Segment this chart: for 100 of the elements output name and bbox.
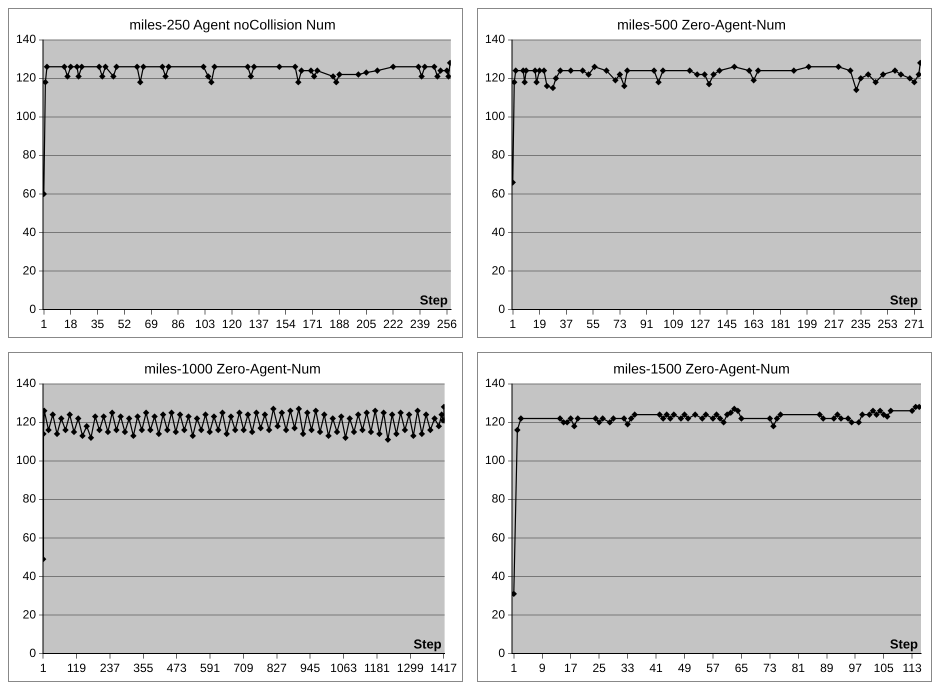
x-tick-label: 120 — [222, 317, 242, 332]
y-tick-label: 100 — [16, 109, 36, 124]
y-tick-label: 40 — [22, 224, 36, 239]
x-tick-label: 55 — [586, 317, 600, 332]
y-tick-label: 0 — [498, 646, 506, 660]
x-tick-label: 52 — [118, 317, 132, 332]
y-tick-label: 0 — [29, 302, 36, 316]
x-tick-label: 127 — [690, 317, 710, 332]
x-tick-label: 1063 — [330, 661, 358, 676]
x-tick-label: 239 — [410, 317, 430, 332]
x-tick-label: 171 — [302, 317, 323, 332]
y-tick-label: 20 — [22, 263, 36, 278]
x-tick-label: 25 — [592, 661, 606, 676]
x-tick-label: 205 — [356, 317, 377, 332]
x-tick-label: 181 — [770, 317, 791, 332]
y-tick-label: 120 — [16, 414, 36, 429]
x-tick-label: 35 — [90, 317, 105, 332]
y-tick-label: 40 — [492, 568, 506, 583]
x-tick-label: 237 — [100, 661, 120, 676]
x-tick-label: 9 — [538, 661, 546, 676]
y-tick-label: 60 — [22, 530, 36, 544]
y-tick-label: 80 — [22, 492, 36, 506]
x-tick-label: 1 — [40, 661, 47, 676]
y-tick-label: 40 — [492, 224, 506, 239]
x-tick-label: 97 — [848, 661, 862, 676]
x-tick-label: 1 — [40, 317, 48, 332]
y-tick-label: 100 — [484, 453, 506, 468]
x-tick-label: 41 — [649, 661, 664, 676]
y-tick-label: 20 — [492, 263, 506, 278]
x-tick-label: 1417 — [430, 661, 458, 676]
y-tick-label: 0 — [29, 646, 36, 660]
x-tick-label: 37 — [560, 317, 574, 332]
y-tick-label: 20 — [492, 607, 506, 622]
x-tick-label: 1 — [509, 317, 516, 332]
y-tick-label: 140 — [484, 32, 506, 46]
x-tick-label: 19 — [532, 317, 547, 332]
y-tick-label: 140 — [484, 376, 506, 390]
x-tick-label: 1181 — [364, 661, 390, 676]
x-tick-label: 235 — [850, 317, 872, 332]
x-tick-label: 253 — [878, 317, 898, 332]
x-tick-label: 222 — [383, 317, 404, 332]
x-tick-label: 103 — [195, 317, 216, 332]
y-tick-label: 80 — [22, 148, 36, 162]
y-tick-label: 20 — [22, 607, 36, 622]
x-tick-label: 119 — [66, 661, 86, 676]
x-tick-label: 89 — [820, 661, 834, 676]
x-tick-label: 591 — [200, 661, 220, 676]
chart-title: miles-500 Zero-Agent-Num — [617, 16, 786, 32]
x-tick-label: 271 — [904, 317, 925, 332]
y-tick-label: 60 — [492, 530, 506, 544]
x-tick-label: 137 — [248, 317, 270, 332]
x-tick-label: 105 — [874, 661, 894, 676]
y-tick-label: 100 — [16, 453, 36, 468]
x-axis-title: Step — [890, 292, 918, 308]
chart-title: miles-250 Agent noCollision Num — [129, 16, 336, 32]
x-tick-label: 86 — [172, 317, 186, 332]
x-tick-label: 65 — [734, 661, 748, 676]
x-tick-label: 199 — [797, 317, 818, 332]
x-tick-label: 73 — [613, 317, 627, 332]
x-tick-label: 827 — [266, 661, 288, 676]
y-tick-label: 120 — [16, 70, 36, 85]
x-axis-title: Step — [420, 292, 448, 308]
x-tick-label: 473 — [166, 661, 187, 676]
y-tick-label: 60 — [22, 186, 36, 200]
x-tick-label: 945 — [300, 661, 320, 676]
x-tick-label: 91 — [640, 317, 654, 332]
x-tick-label: 81 — [792, 661, 806, 676]
x-tick-label: 256 — [436, 317, 458, 332]
y-tick-label: 120 — [484, 414, 506, 429]
y-tick-label: 60 — [492, 186, 506, 200]
x-tick-label: 113 — [902, 661, 922, 676]
x-tick-label: 109 — [663, 317, 684, 332]
x-tick-label: 154 — [276, 317, 296, 332]
y-tick-label: 140 — [16, 32, 36, 46]
x-tick-label: 18 — [64, 317, 78, 332]
x-tick-label: 188 — [329, 317, 350, 332]
x-tick-label: 145 — [716, 317, 738, 332]
y-tick-label: 40 — [22, 568, 36, 583]
x-tick-label: 57 — [706, 661, 720, 676]
x-tick-label: 1299 — [396, 661, 424, 676]
y-tick-label: 120 — [484, 70, 506, 85]
chart-title: miles-1500 Zero-Agent-Num — [613, 360, 790, 376]
x-tick-label: 217 — [824, 317, 844, 332]
y-tick-label: 80 — [492, 492, 506, 506]
y-tick-label: 80 — [492, 148, 506, 162]
x-axis-title: Step — [890, 636, 918, 652]
x-tick-label: 709 — [233, 661, 254, 676]
x-tick-label: 355 — [133, 661, 154, 676]
y-tick-label: 140 — [16, 376, 36, 390]
x-tick-label: 163 — [744, 317, 764, 332]
y-tick-label: 100 — [484, 109, 506, 124]
x-tick-label: 73 — [763, 661, 777, 676]
x-tick-label: 1 — [510, 661, 518, 676]
x-axis-title: Step — [413, 636, 442, 652]
chart-title: miles-1000 Zero-Agent-Num — [144, 360, 321, 376]
x-tick-label: 17 — [564, 661, 578, 676]
x-tick-label: 69 — [144, 317, 158, 332]
y-tick-label: 0 — [498, 302, 506, 316]
x-tick-label: 33 — [620, 661, 635, 676]
x-tick-label: 49 — [678, 661, 692, 676]
